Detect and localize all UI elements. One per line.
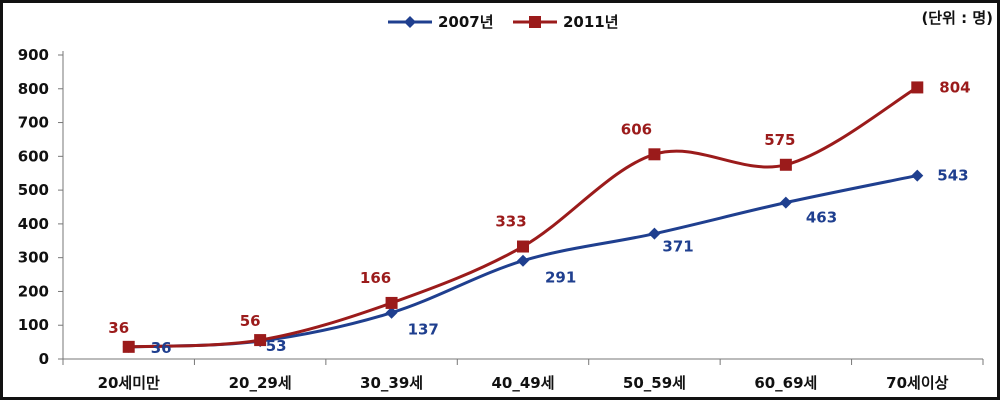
y-tick-label: 700 [18,114,49,132]
marker-diamond [517,254,529,267]
marker-square [385,296,398,309]
data-label: 543 [937,167,968,185]
data-label: 137 [408,321,439,339]
data-labels: 36 53 137 291 371 463 543 36 56 166 333 606 575 804 [108,78,970,356]
data-label: 804 [939,78,970,96]
y-tick-label: 300 [18,249,49,267]
data-label: 36 [108,319,129,337]
marker-diamond [648,227,661,240]
data-label: 575 [764,131,795,149]
x-tick-label: 50_59세 [623,374,686,392]
marker-square [779,158,792,171]
x-tick-label: 30_39세 [360,374,423,392]
legend-label: 2011년 [563,13,619,31]
data-label: 371 [662,238,693,256]
x-tick-label: 20_29세 [229,374,292,392]
legend: 2007년 2011년 [388,13,619,31]
data-label: 291 [545,269,576,287]
data-label: 56 [240,312,261,330]
y-tick-label: 900 [18,46,49,64]
data-label: 53 [266,337,287,355]
data-label: 463 [806,209,837,227]
marker-square [122,340,135,353]
axes: 0 100 200 300 400 500 600 700 800 900 20세미만 20_29세 3… [18,46,984,392]
series-1 [122,81,924,353]
marker-square [254,334,267,347]
x-tick-label: 20세미만 [98,374,160,392]
x-tick-label: 40_49세 [491,374,554,392]
y-tick-label: 100 [18,316,49,334]
y-tick-label: 0 [39,350,49,368]
data-label: 606 [621,120,652,138]
y-tick-label: 200 [18,282,49,300]
y-tick-label: 400 [18,215,49,233]
marker-diamond [911,169,924,182]
data-label: 36 [151,339,172,357]
legend-item-0: 2007년 [388,13,494,31]
y-tick-label: 500 [18,181,49,199]
data-label: 333 [495,213,526,231]
legend-marker-square [529,16,541,28]
marker-square [517,240,529,253]
marker-diamond [385,306,398,319]
legend-marker-diamond [404,16,416,28]
marker-square [648,148,661,161]
x-tick-label: 60_69세 [754,374,817,392]
legend-item-1: 2011년 [513,13,619,31]
series-group [122,81,924,353]
line-chart: 2007년 2011년 (단위 : 명) 0 100 200 300 400 500 600 7… [18,9,993,392]
marker-diamond [779,196,792,209]
y-tick-label: 800 [18,80,49,98]
y-tick-label: 600 [18,147,49,165]
unit-note: (단위 : 명) [921,9,993,27]
marker-square [911,81,924,94]
x-tick-label: 70세이상 [886,374,948,392]
data-label: 166 [360,269,391,287]
legend-label: 2007년 [438,13,494,31]
